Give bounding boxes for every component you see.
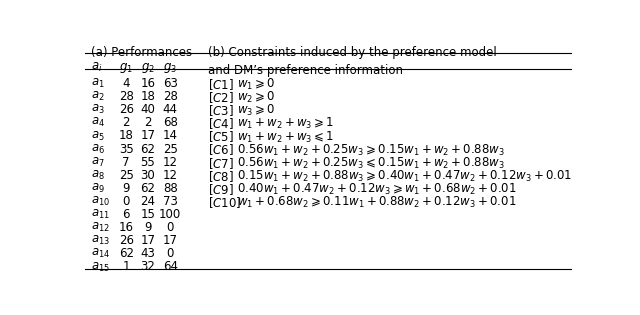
Text: 6: 6 bbox=[122, 208, 130, 221]
Text: 25: 25 bbox=[163, 143, 178, 156]
Text: $a_5$: $a_5$ bbox=[91, 129, 104, 143]
Text: 28: 28 bbox=[118, 90, 134, 103]
Text: 62: 62 bbox=[118, 247, 134, 260]
Text: $g_1$: $g_1$ bbox=[119, 61, 133, 75]
Text: $a_2$: $a_2$ bbox=[91, 90, 104, 103]
Text: 17: 17 bbox=[140, 129, 156, 142]
Text: 43: 43 bbox=[141, 247, 156, 260]
Text: $a_8$: $a_8$ bbox=[91, 169, 105, 182]
Text: 24: 24 bbox=[140, 195, 156, 208]
Text: $a_3$: $a_3$ bbox=[91, 103, 105, 116]
Text: 12: 12 bbox=[163, 169, 178, 182]
Text: $a_{15}$: $a_{15}$ bbox=[91, 261, 110, 273]
Text: $a_{13}$: $a_{13}$ bbox=[91, 234, 110, 247]
Text: $0.40w_1 + 0.47w_2 + 0.12w_3 \geqslant w_1 + 0.68w_2 + 0.01$: $0.40w_1 + 0.47w_2 + 0.12w_3 \geqslant w… bbox=[237, 182, 516, 197]
Text: 63: 63 bbox=[163, 77, 178, 90]
Text: 18: 18 bbox=[118, 129, 134, 142]
Text: $[C2]$: $[C2]$ bbox=[208, 90, 234, 105]
Text: 17: 17 bbox=[163, 234, 178, 247]
Text: $0.15w_1 + w_2 + 0.88w_3 \geqslant 0.40w_1 + 0.47w_2 + 0.12w_3 + 0.01$: $0.15w_1 + w_2 + 0.88w_3 \geqslant 0.40w… bbox=[237, 169, 572, 184]
Text: 16: 16 bbox=[140, 77, 156, 90]
Text: 12: 12 bbox=[163, 156, 178, 169]
Text: 17: 17 bbox=[140, 234, 156, 247]
Text: 28: 28 bbox=[163, 90, 178, 103]
Text: 35: 35 bbox=[119, 143, 134, 156]
Text: 1: 1 bbox=[122, 261, 130, 273]
Text: $g_2$: $g_2$ bbox=[141, 61, 155, 75]
Text: 2: 2 bbox=[144, 116, 152, 129]
Text: 9: 9 bbox=[122, 182, 130, 195]
Text: $w_2 \geqslant 0$: $w_2 \geqslant 0$ bbox=[237, 90, 275, 105]
Text: 100: 100 bbox=[159, 208, 181, 221]
Text: $a_6$: $a_6$ bbox=[91, 143, 105, 156]
Text: $a_7$: $a_7$ bbox=[91, 156, 104, 169]
Text: 16: 16 bbox=[118, 221, 134, 234]
Text: 25: 25 bbox=[118, 169, 134, 182]
Text: 15: 15 bbox=[141, 208, 156, 221]
Text: 62: 62 bbox=[140, 182, 156, 195]
Text: $w_1 \geqslant 0$: $w_1 \geqslant 0$ bbox=[237, 77, 275, 92]
Text: 4: 4 bbox=[122, 77, 130, 90]
Text: $a_i$: $a_i$ bbox=[91, 61, 102, 74]
Text: $a_4$: $a_4$ bbox=[91, 116, 105, 129]
Text: 26: 26 bbox=[118, 234, 134, 247]
Text: $a_1$: $a_1$ bbox=[91, 77, 104, 90]
Text: $g_3$: $g_3$ bbox=[163, 61, 177, 75]
Text: 30: 30 bbox=[141, 169, 156, 182]
Text: $w_1 + w_2 + w_3 \leqslant 1$: $w_1 + w_2 + w_3 \leqslant 1$ bbox=[237, 129, 334, 145]
Text: 73: 73 bbox=[163, 195, 178, 208]
Text: $0.56w_1 + w_2 + 0.25w_3 \geqslant 0.15w_1 + w_2 + 0.88w_3$: $0.56w_1 + w_2 + 0.25w_3 \geqslant 0.15w… bbox=[237, 143, 504, 158]
Text: 88: 88 bbox=[163, 182, 178, 195]
Text: $a_{14}$: $a_{14}$ bbox=[91, 247, 110, 261]
Text: 0: 0 bbox=[166, 221, 174, 234]
Text: 0: 0 bbox=[166, 247, 174, 260]
Text: $[C9]$: $[C9]$ bbox=[208, 182, 234, 197]
Text: 18: 18 bbox=[141, 90, 156, 103]
Text: $[C5]$: $[C5]$ bbox=[208, 129, 234, 144]
Text: $w_3 \geqslant 0$: $w_3 \geqslant 0$ bbox=[237, 103, 275, 118]
Text: $a_{12}$: $a_{12}$ bbox=[91, 221, 110, 234]
Text: 9: 9 bbox=[144, 221, 152, 234]
Text: 26: 26 bbox=[118, 103, 134, 116]
Text: 2: 2 bbox=[122, 116, 130, 129]
Text: 32: 32 bbox=[141, 261, 156, 273]
Text: $[C1]$: $[C1]$ bbox=[208, 77, 234, 92]
Text: $w_1 + w_2 + w_3 \geqslant 1$: $w_1 + w_2 + w_3 \geqslant 1$ bbox=[237, 116, 334, 131]
Text: $[C7]$: $[C7]$ bbox=[208, 156, 234, 171]
Text: 62: 62 bbox=[140, 143, 156, 156]
Text: 44: 44 bbox=[163, 103, 178, 116]
Text: $0.56w_1 + w_2 + 0.25w_3 \leqslant 0.15w_1 + w_2 + 0.88w_3$: $0.56w_1 + w_2 + 0.25w_3 \leqslant 0.15w… bbox=[237, 156, 504, 171]
Text: $[C4]$: $[C4]$ bbox=[208, 116, 234, 131]
Text: 64: 64 bbox=[163, 261, 178, 273]
Text: 0: 0 bbox=[122, 195, 130, 208]
Text: $[C10]$: $[C10]$ bbox=[208, 195, 241, 210]
Text: $a_{10}$: $a_{10}$ bbox=[91, 195, 110, 208]
Text: $a_{11}$: $a_{11}$ bbox=[91, 208, 110, 221]
Text: 68: 68 bbox=[163, 116, 178, 129]
Text: $[C3]$: $[C3]$ bbox=[208, 103, 234, 118]
Text: (a) Performances: (a) Performances bbox=[91, 46, 192, 59]
Text: $[C6]$: $[C6]$ bbox=[208, 143, 234, 158]
Text: 55: 55 bbox=[141, 156, 156, 169]
Text: 14: 14 bbox=[163, 129, 178, 142]
Text: (b) Constraints induced by the preference model
and DM’s preference information: (b) Constraints induced by the preferenc… bbox=[208, 46, 497, 77]
Text: $[C8]$: $[C8]$ bbox=[208, 169, 234, 184]
Text: $a_9$: $a_9$ bbox=[91, 182, 105, 195]
Text: $w_1 + 0.68w_2 \geqslant 0.11w_1 + 0.88w_2 + 0.12w_3 + 0.01$: $w_1 + 0.68w_2 \geqslant 0.11w_1 + 0.88w… bbox=[237, 195, 516, 210]
Text: 7: 7 bbox=[122, 156, 130, 169]
Text: 40: 40 bbox=[141, 103, 156, 116]
